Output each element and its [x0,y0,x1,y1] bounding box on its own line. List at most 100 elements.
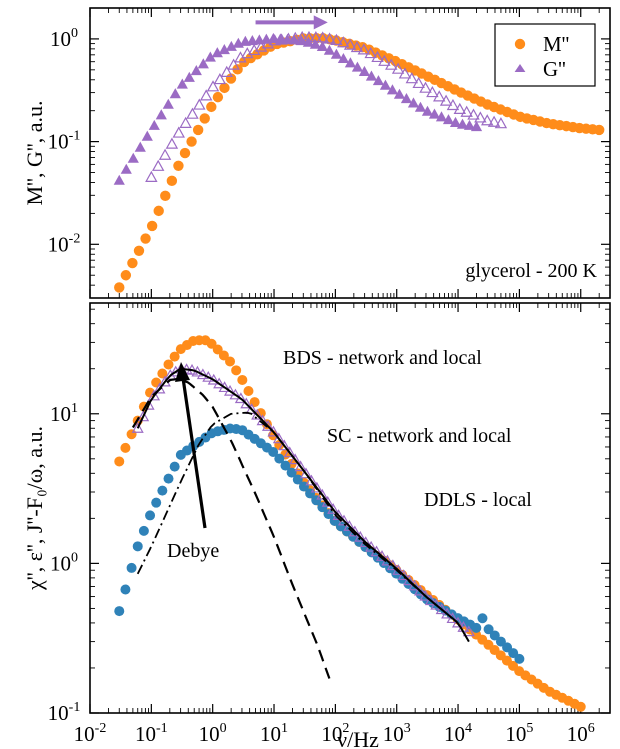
data-point [274,453,285,464]
data-point [114,456,125,467]
x-axis-label: ν/Hz [337,727,379,749]
series-Debye-curve [131,377,331,679]
y-tick-label: 10-1 [48,700,81,725]
legend: M''G'' [494,23,596,87]
bds-label: BDS - network and local [283,347,482,369]
data-point [138,525,149,536]
ddls-label: DDLS - local [424,489,532,511]
data-point [412,76,425,89]
data-point [231,365,242,376]
data-point [114,606,125,617]
data-point [397,569,410,581]
data-point [278,439,291,451]
data-point [212,91,224,103]
data-point [330,48,343,59]
data-point [385,58,398,70]
data-point [330,33,343,45]
data-point [127,152,139,163]
data-point [400,93,413,104]
y-tick-label: 100 [50,550,78,575]
data-point [403,574,416,586]
data-point [166,175,178,187]
data-point [480,114,494,126]
data-point [169,88,181,99]
legend-label-g: G'' [543,57,566,81]
data-point [145,510,156,521]
data-point [162,98,174,109]
data-point [251,408,264,420]
data-point [120,584,131,595]
data-point [477,613,488,624]
data-point [428,108,441,119]
data-point [288,34,300,45]
legend-box [494,23,596,87]
data-point [145,387,156,398]
data-point [127,257,138,269]
data-point [514,653,525,664]
data-point [294,460,307,472]
data-point [267,425,280,437]
data-point [463,119,476,130]
data-point [421,105,434,116]
data-point [148,119,160,130]
data-point [146,220,158,232]
data-point [386,84,399,95]
data-point [398,67,412,79]
data-point [311,495,322,506]
data-point [295,34,307,46]
data-point [190,64,202,76]
data-point [186,136,197,147]
data-point [157,485,168,496]
data-point [165,137,179,149]
data-point [157,368,168,379]
data-point [309,38,322,49]
debye-label: Debye [167,540,219,562]
data-point [274,33,286,44]
data-point [267,32,279,44]
data-point [126,429,137,440]
data-point [197,58,209,69]
data-point [483,624,494,635]
data-point [439,94,453,106]
data-point [206,80,220,92]
legend-label-m: M'' [543,32,569,56]
data-point [446,612,459,624]
data-point [426,85,439,98]
data-point [243,386,254,397]
data-point [327,503,340,514]
x-tick-label: 100 [199,721,227,746]
data-point [240,397,253,409]
data-point [183,71,195,82]
data-point [220,65,233,77]
y-axis-label: M'', G'', a.u. [22,100,47,205]
shift-arrow-head [313,15,328,30]
data-point [140,233,151,244]
data-point [160,190,171,202]
data-point [343,38,357,50]
data-point [137,410,150,422]
data-point [229,388,242,400]
legend-marker-g [514,64,526,72]
x-tick-label: 105 [505,721,533,746]
data-point [489,630,500,641]
data-point [302,36,314,47]
data-point [357,43,371,55]
data-point [286,467,297,478]
data-point [225,356,236,367]
top-panel: 10-2 10-1 100 M'', G'', a.u. M''G'' glycerol … [22,7,611,299]
data-point [163,473,174,484]
data-point [419,589,432,601]
data-point [133,245,145,257]
data-point [153,205,164,217]
debye-arrow-shaft [181,377,207,529]
data-point [323,44,336,55]
debye-arrow-head [175,362,190,382]
series-solid-curve [136,368,470,643]
data-point [358,65,371,77]
data-point [433,90,446,102]
data-point [225,40,237,51]
data-point [323,509,334,520]
data-point [211,47,223,58]
